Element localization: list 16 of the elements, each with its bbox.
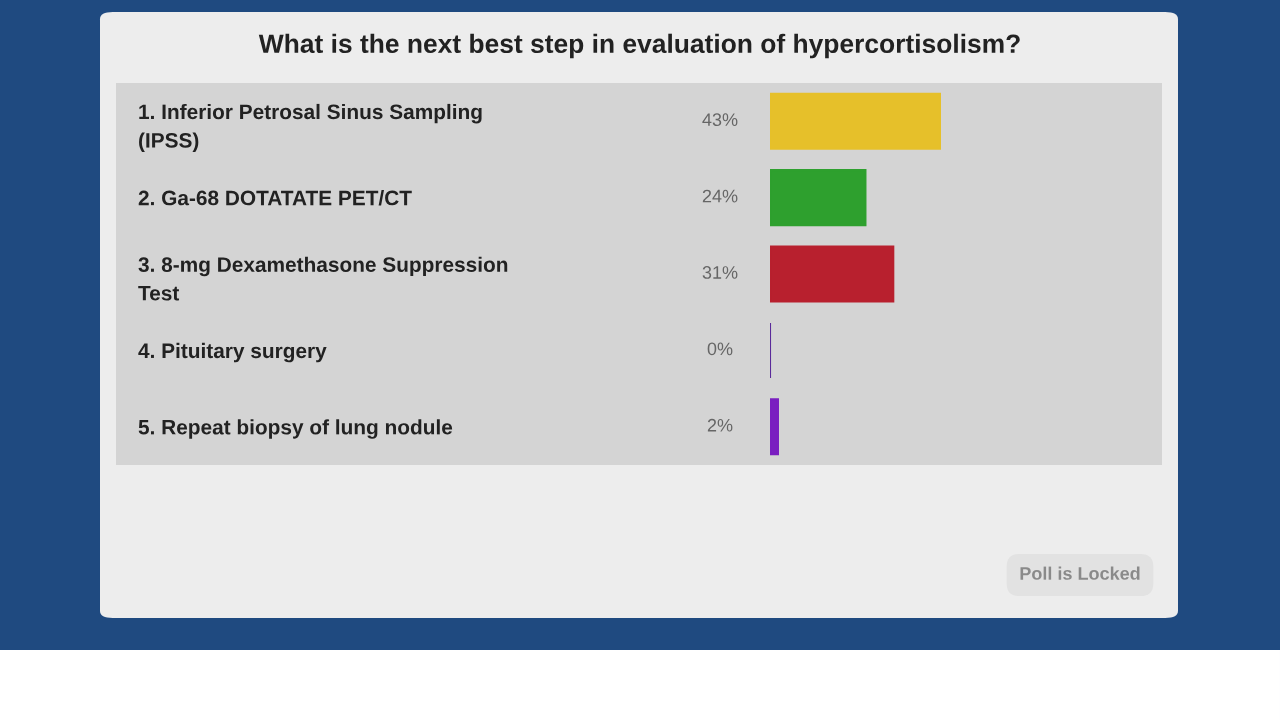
data-label: 31%	[702, 266, 738, 279]
bar	[770, 169, 867, 227]
y-tick-label: 2. Ga-68 DOTATATE PET/CT	[138, 190, 412, 206]
y-tick-label: 1. Inferior Petrosal Sinus Sampling (IPSS)	[139, 103, 482, 152]
chart-title: What is the next best step in evaluation of hypercortisolism?	[258, 33, 1020, 59]
data-label: 43%	[702, 113, 738, 127]
bar	[770, 398, 779, 456]
bar	[770, 245, 895, 303]
y-tick-label: 5. Repeat biopsy of lung nodule	[138, 419, 453, 439]
data-label: 0%	[707, 342, 733, 356]
y-tick-label: 3. 8-mg Dexamethasone Suppression Test	[138, 256, 508, 301]
data-label: 24%	[702, 189, 738, 203]
data-label: 2%	[707, 418, 733, 432]
bar	[770, 92, 941, 150]
y-tick-label: 4. Pituitary surgery	[138, 342, 327, 363]
text: Poll is Locked	[1020, 566, 1140, 580]
